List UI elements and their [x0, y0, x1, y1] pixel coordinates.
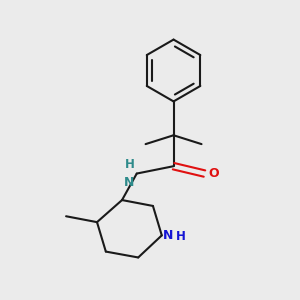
Text: N: N: [163, 229, 174, 242]
Text: H: H: [176, 230, 186, 243]
Text: O: O: [208, 167, 219, 180]
Text: H: H: [124, 158, 134, 171]
Text: N: N: [124, 176, 134, 190]
